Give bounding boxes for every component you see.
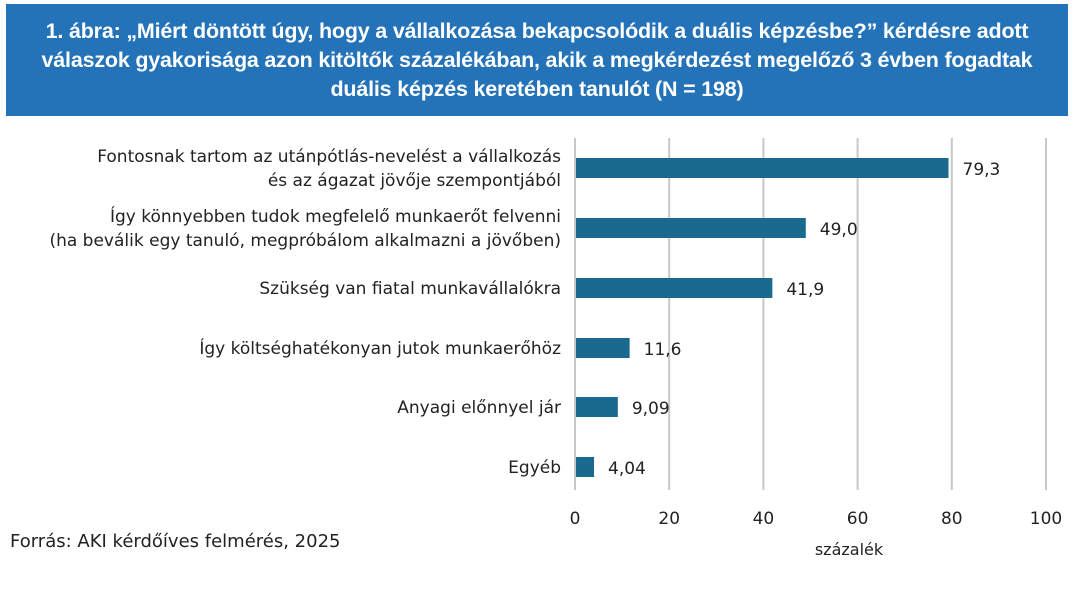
x-tick-label: 100: [1030, 509, 1062, 529]
value-label: 4,04: [608, 459, 646, 479]
chart-title: 1. ábra: „Miért döntött úgy, hogy a váll…: [41, 18, 1033, 101]
bar: [576, 338, 630, 358]
bar: [576, 218, 806, 238]
category-label: és az ágazat jövője szempontjából: [268, 171, 561, 191]
x-tick-label: 40: [753, 509, 775, 529]
x-tick-label: 80: [941, 509, 963, 529]
x-tick-label: 60: [847, 509, 869, 529]
value-label: 9,09: [632, 399, 670, 419]
category-label: Szükség van fiatal munkavállalókra: [259, 279, 561, 299]
category-label: Így költséghatékonyan jutok munkaerőhöz: [199, 337, 561, 359]
bar: [576, 278, 773, 298]
value-label: 79,3: [963, 160, 1001, 180]
category-label: Így könnyebben tudok megfelelő munkaerőt…: [110, 205, 561, 227]
category-label: Egyéb: [508, 458, 561, 478]
source-note: Forrás: AKI kérdőíves felmérés, 2025: [10, 531, 341, 552]
bar: [576, 158, 949, 178]
category-label: (ha beválik egy tanuló, megpróbálom alka…: [49, 231, 561, 251]
x-axis-label: százalék: [815, 540, 884, 559]
x-tick-label: 0: [570, 509, 581, 529]
category-label: Anyagi előnnyel jár: [397, 398, 561, 418]
chart-title-box: 1. ábra: „Miért döntött úgy, hogy a váll…: [6, 4, 1068, 116]
x-tick-label: 20: [658, 509, 680, 529]
value-label: 11,6: [644, 340, 682, 360]
bar: [576, 397, 618, 417]
value-label: 41,9: [786, 280, 824, 300]
bar: [576, 457, 595, 477]
value-label: 49,0: [820, 220, 858, 240]
category-label: Fontosnak tartom az utánpótlás-nevelést …: [97, 147, 561, 167]
